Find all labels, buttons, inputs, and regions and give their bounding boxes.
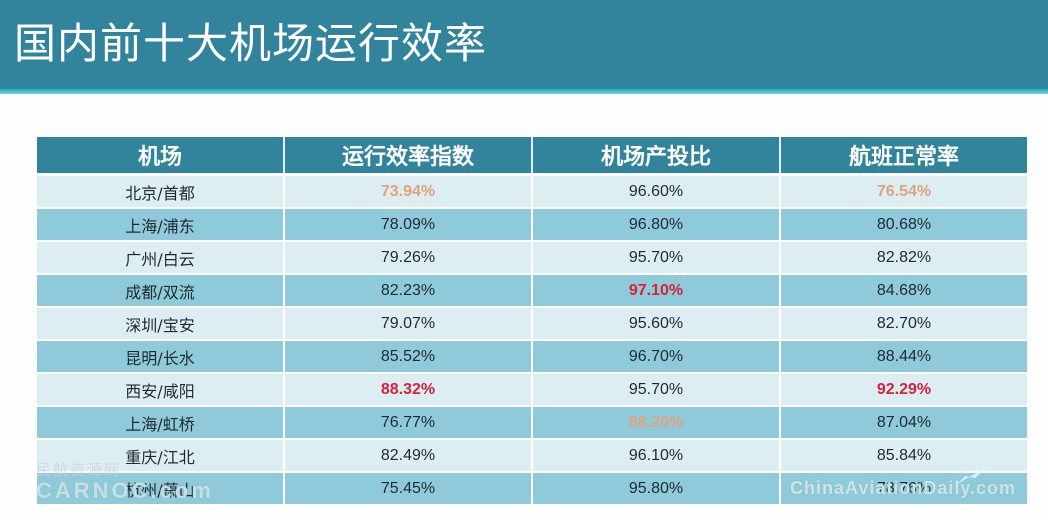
table-row: 西安/咸阳 88.32% 95.70% 92.29%: [37, 373, 1027, 407]
cell-on-time-rate: 92.29%: [780, 373, 1027, 407]
cell-input-output-ratio: 96.70%: [532, 340, 781, 374]
cell-airport: 西安/咸阳: [37, 373, 285, 407]
cell-efficiency-index: 79.26%: [284, 241, 533, 275]
page-title: 国内前十大机场运行效率: [14, 19, 488, 68]
cell-efficiency-index: 82.49%: [284, 439, 533, 473]
header-on-time-rate: 航班正常率: [780, 137, 1027, 176]
table-row: 昆明/长水 85.52% 96.70% 88.44%: [37, 340, 1027, 374]
cell-airport: 上海/浦东: [37, 208, 285, 242]
cell-efficiency-index: 75.45%: [284, 472, 533, 506]
cell-efficiency-index: 73.94%: [284, 174, 533, 209]
cell-on-time-rate: 78.76%: [780, 472, 1027, 506]
cell-on-time-rate: 87.04%: [780, 406, 1027, 440]
header-efficiency-index: 运行效率指数: [284, 137, 533, 176]
cell-airport: 重庆/江北: [37, 439, 285, 473]
header-airport: 机场: [37, 137, 285, 176]
cell-airport: 深圳/宝安: [37, 307, 285, 341]
cell-input-output-ratio: 95.70%: [532, 241, 781, 275]
cell-efficiency-index: 88.32%: [284, 373, 533, 407]
cell-input-output-ratio: 88.20%: [532, 406, 781, 440]
cell-efficiency-index: 78.09%: [284, 208, 533, 242]
cell-efficiency-index: 79.07%: [284, 307, 533, 341]
table-row: 深圳/宝安 79.07% 95.60% 82.70%: [37, 307, 1027, 341]
table-row: 杭州/萧山 75.45% 95.80% 78.76%: [37, 472, 1027, 506]
cell-airport: 广州/白云: [37, 241, 285, 275]
cell-efficiency-index: 76.77%: [284, 406, 533, 440]
cell-input-output-ratio: 96.10%: [532, 439, 781, 473]
cell-on-time-rate: 80.68%: [780, 208, 1027, 242]
table-row: 北京/首都 73.94% 96.60% 76.54%: [37, 174, 1027, 209]
cell-efficiency-index: 85.52%: [284, 340, 533, 374]
title-bar: 国内前十大机场运行效率: [0, 0, 1048, 89]
cell-airport: 北京/首都: [37, 174, 285, 209]
cell-airport: 杭州/萧山: [37, 472, 285, 506]
cell-input-output-ratio: 95.80%: [532, 472, 781, 506]
cell-airport: 昆明/长水: [37, 340, 285, 374]
cell-input-output-ratio: 96.80%: [532, 208, 781, 242]
cell-efficiency-index: 82.23%: [284, 274, 533, 308]
title-underline: [0, 89, 1048, 94]
header-input-output-ratio: 机场产投比: [532, 137, 781, 176]
cell-airport: 上海/虹桥: [37, 406, 285, 440]
cell-on-time-rate: 82.70%: [780, 307, 1027, 341]
cell-airport: 成都/双流: [37, 274, 285, 308]
cell-input-output-ratio: 95.70%: [532, 373, 781, 407]
table-row: 成都/双流 82.23% 97.10% 84.68%: [37, 274, 1027, 308]
cell-on-time-rate: 88.44%: [780, 340, 1027, 374]
table-header-row: 机场 运行效率指数 机场产投比 航班正常率: [37, 137, 1027, 176]
cell-input-output-ratio: 95.60%: [532, 307, 781, 341]
airport-efficiency-table: 机场 运行效率指数 机场产投比 航班正常率 北京/首都 73.94% 96.60…: [37, 137, 1027, 506]
cell-input-output-ratio: 96.60%: [532, 174, 781, 209]
cell-on-time-rate: 76.54%: [780, 174, 1027, 209]
table-row: 上海/虹桥 76.77% 88.20% 87.04%: [37, 406, 1027, 440]
table-row: 重庆/江北 82.49% 96.10% 85.84%: [37, 439, 1027, 473]
cell-on-time-rate: 85.84%: [780, 439, 1027, 473]
cell-on-time-rate: 82.82%: [780, 241, 1027, 275]
table-row: 广州/白云 79.26% 95.70% 82.82%: [37, 241, 1027, 275]
cell-input-output-ratio: 97.10%: [532, 274, 781, 308]
cell-on-time-rate: 84.68%: [780, 274, 1027, 308]
table-row: 上海/浦东 78.09% 96.80% 80.68%: [37, 208, 1027, 242]
